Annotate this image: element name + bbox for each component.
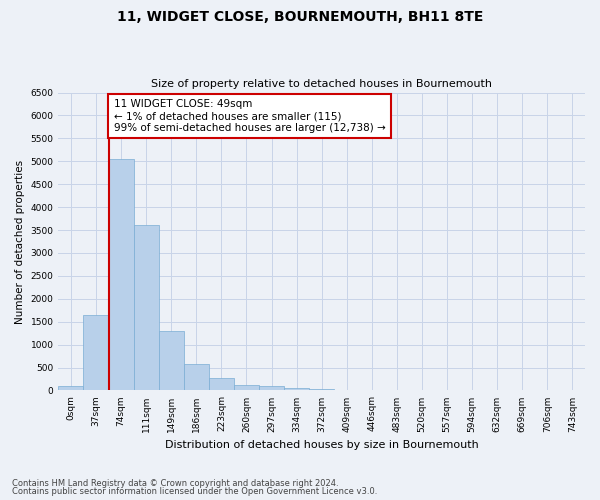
- Bar: [134, 226, 159, 390]
- Text: Contains HM Land Registry data © Crown copyright and database right 2024.: Contains HM Land Registry data © Crown c…: [12, 478, 338, 488]
- Text: 11, WIDGET CLOSE, BOURNEMOUTH, BH11 8TE: 11, WIDGET CLOSE, BOURNEMOUTH, BH11 8TE: [117, 10, 483, 24]
- Bar: [209, 378, 234, 390]
- Bar: [159, 331, 184, 390]
- Bar: [58, 386, 83, 390]
- Bar: [309, 389, 334, 390]
- Text: Contains public sector information licensed under the Open Government Licence v3: Contains public sector information licen…: [12, 487, 377, 496]
- Bar: [259, 386, 284, 390]
- Y-axis label: Number of detached properties: Number of detached properties: [15, 160, 25, 324]
- Text: 11 WIDGET CLOSE: 49sqm
← 1% of detached houses are smaller (115)
99% of semi-det: 11 WIDGET CLOSE: 49sqm ← 1% of detached …: [113, 100, 385, 132]
- Bar: [284, 388, 309, 390]
- Title: Size of property relative to detached houses in Bournemouth: Size of property relative to detached ho…: [151, 79, 492, 89]
- Bar: [184, 364, 209, 390]
- Bar: [234, 385, 259, 390]
- Bar: [83, 315, 109, 390]
- Bar: [109, 159, 134, 390]
- X-axis label: Distribution of detached houses by size in Bournemouth: Distribution of detached houses by size …: [165, 440, 479, 450]
